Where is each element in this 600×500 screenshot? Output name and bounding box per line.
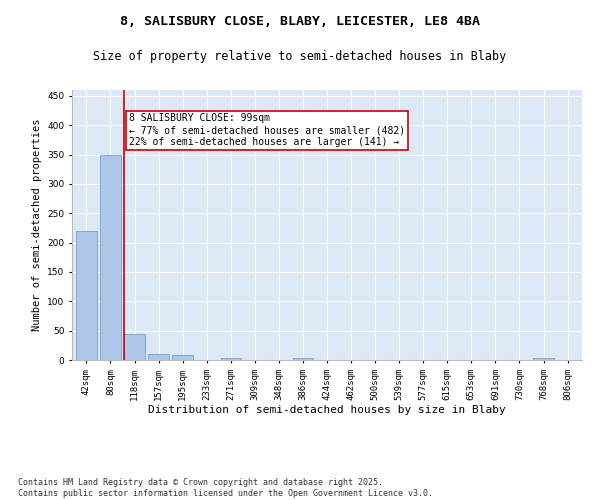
Text: Size of property relative to semi-detached houses in Blaby: Size of property relative to semi-detach… — [94, 50, 506, 63]
Text: 8 SALISBURY CLOSE: 99sqm
← 77% of semi-detached houses are smaller (482)
22% of : 8 SALISBURY CLOSE: 99sqm ← 77% of semi-d… — [128, 114, 404, 146]
Bar — [172, 356, 193, 360]
Y-axis label: Number of semi-detached properties: Number of semi-detached properties — [32, 118, 41, 331]
Bar — [533, 358, 554, 360]
Bar — [221, 358, 241, 360]
X-axis label: Distribution of semi-detached houses by size in Blaby: Distribution of semi-detached houses by … — [148, 406, 506, 415]
Text: Contains HM Land Registry data © Crown copyright and database right 2025.
Contai: Contains HM Land Registry data © Crown c… — [18, 478, 433, 498]
Text: 8, SALISBURY CLOSE, BLABY, LEICESTER, LE8 4BA: 8, SALISBURY CLOSE, BLABY, LEICESTER, LE… — [120, 15, 480, 28]
Bar — [76, 231, 97, 360]
Bar — [148, 354, 169, 360]
Bar — [100, 154, 121, 360]
Bar — [124, 334, 145, 360]
Bar — [293, 358, 313, 360]
